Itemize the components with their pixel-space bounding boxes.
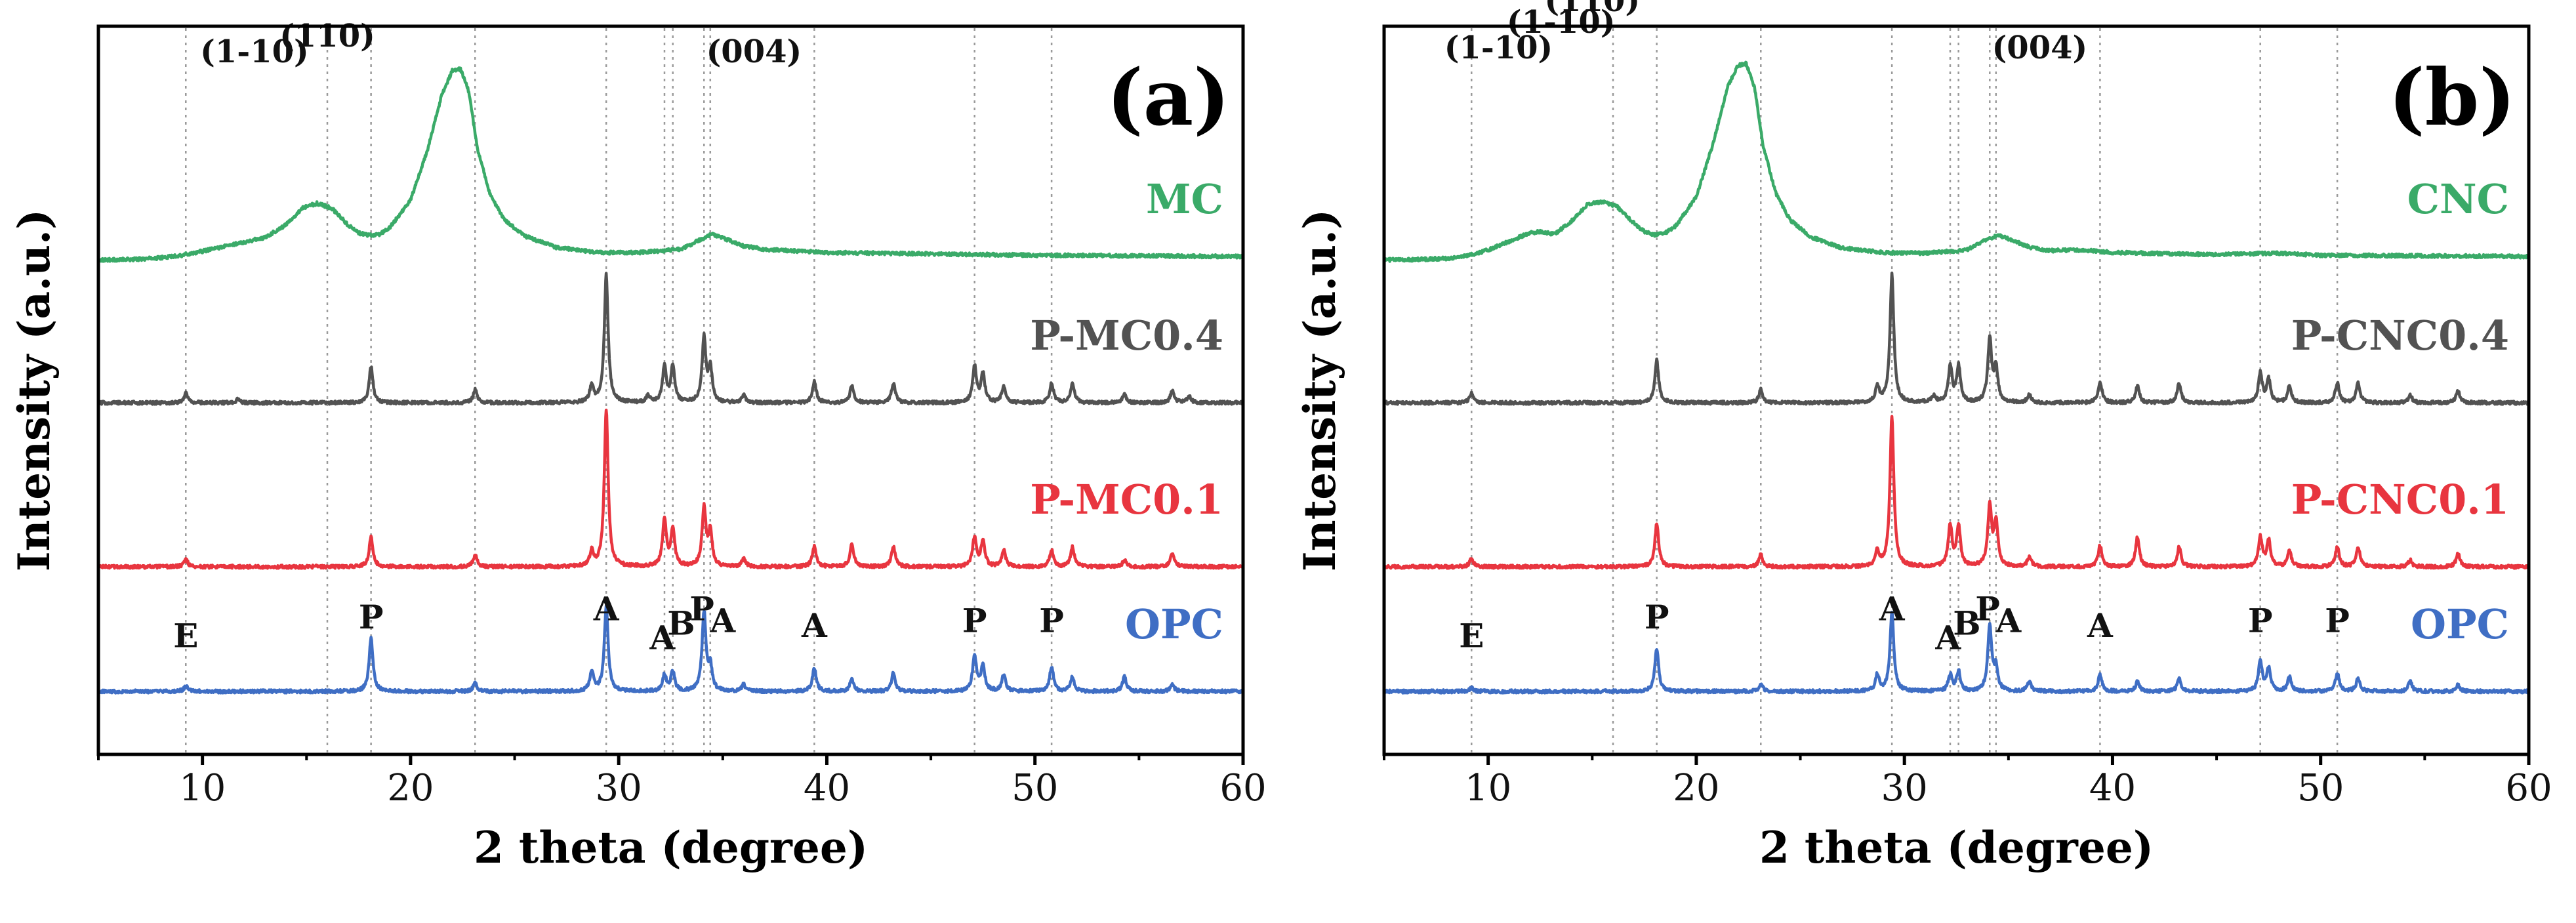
x-tick-label: 40	[2089, 767, 2136, 810]
x-tick-label: 50	[1012, 767, 1058, 810]
peak-label: (1-10)	[1444, 30, 1553, 66]
peak-label: (004)	[706, 33, 802, 70]
series-label: P-CNC0.1	[2291, 476, 2509, 523]
series-label: CNC	[2407, 175, 2509, 223]
plot-frame	[1382, 24, 2531, 756]
x-axis-label: 2 theta (degree)	[1759, 822, 2154, 873]
series-label: P-MC0.1	[1030, 476, 1223, 523]
series-line-mc	[97, 66, 1245, 263]
plot-frame	[96, 24, 1245, 756]
x-tick-label: 40	[804, 767, 850, 810]
x-tick-label: 20	[387, 767, 434, 810]
phase-label: E	[173, 617, 198, 655]
peak-label: (110)	[1544, 0, 1640, 19]
phase-label: B	[667, 604, 695, 642]
phase-label: P	[1039, 601, 1064, 640]
series-label: MC	[1146, 175, 1223, 223]
phase-label: P	[1645, 598, 1669, 636]
peak-label: (1-10)	[200, 33, 309, 70]
x-axis-ticks: 10 20 30 40 50 60	[1383, 754, 2552, 810]
series-label: P-CNC0.4	[2291, 312, 2509, 359]
phase-label: A	[709, 601, 736, 640]
phase-label: A	[2087, 606, 2114, 645]
series-line-cnc	[1383, 60, 2530, 263]
peak-label: (110)	[279, 18, 375, 54]
series-line-p-cnc0-4	[1382, 272, 2530, 406]
x-tick-label: 60	[1219, 767, 1266, 810]
panel-label: (b)	[2388, 52, 2516, 143]
phase-label: P	[962, 601, 987, 640]
x-tick-label: 30	[1881, 767, 1928, 810]
x-tick-label: 20	[1673, 767, 1719, 810]
phase-label: A	[1879, 589, 1906, 628]
series-label: OPC	[2411, 600, 2509, 648]
x-tick-label: 50	[2297, 767, 2344, 810]
phase-label: A	[649, 618, 676, 657]
series-group: CNC P-CNC0.4 P-CNC0.1 OPC	[1382, 60, 2531, 695]
series-line-p-mc0-1	[97, 408, 1244, 570]
x-tick-label: 10	[179, 767, 226, 810]
phase-label: A	[593, 589, 620, 628]
phase-label: P	[1975, 589, 2000, 628]
x-axis-ticks: 10 20 30 40 50 60	[97, 754, 1267, 810]
series-line-opc	[96, 604, 1245, 695]
phase-label: A	[801, 606, 828, 645]
series-line-opc	[1382, 611, 2530, 695]
series-group: MC P-MC0.4 P-MC0.1 OPC	[96, 66, 1245, 695]
y-axis-label: Intensity (a.u.)	[1294, 209, 1345, 572]
x-tick-label: 30	[596, 767, 642, 810]
phase-label: E	[1459, 617, 1484, 655]
phase-label: P	[2248, 601, 2273, 640]
phase-label: A	[1934, 618, 1961, 657]
phase-label: P	[359, 598, 384, 636]
x-axis-label: 2 theta (degree)	[474, 822, 868, 873]
series-line-p-mc0-4	[96, 272, 1244, 406]
phase-label: A	[1995, 601, 2022, 640]
peak-label: (004)	[1992, 30, 2088, 66]
series-line-p-cnc0-1	[1383, 415, 2531, 570]
panel-label: (a)	[1107, 52, 1230, 143]
y-axis-label: Intensity (a.u.)	[9, 209, 60, 572]
series-label: OPC	[1125, 600, 1223, 648]
x-tick-label: 10	[1465, 767, 1511, 810]
x-tick-label: 60	[2505, 767, 2552, 810]
phase-label: P	[689, 589, 714, 628]
phase-label: P	[2325, 601, 2350, 640]
series-label: P-MC0.4	[1030, 312, 1223, 359]
phase-label: B	[1953, 604, 1980, 642]
peak-label: (1-10)	[1507, 4, 1616, 41]
